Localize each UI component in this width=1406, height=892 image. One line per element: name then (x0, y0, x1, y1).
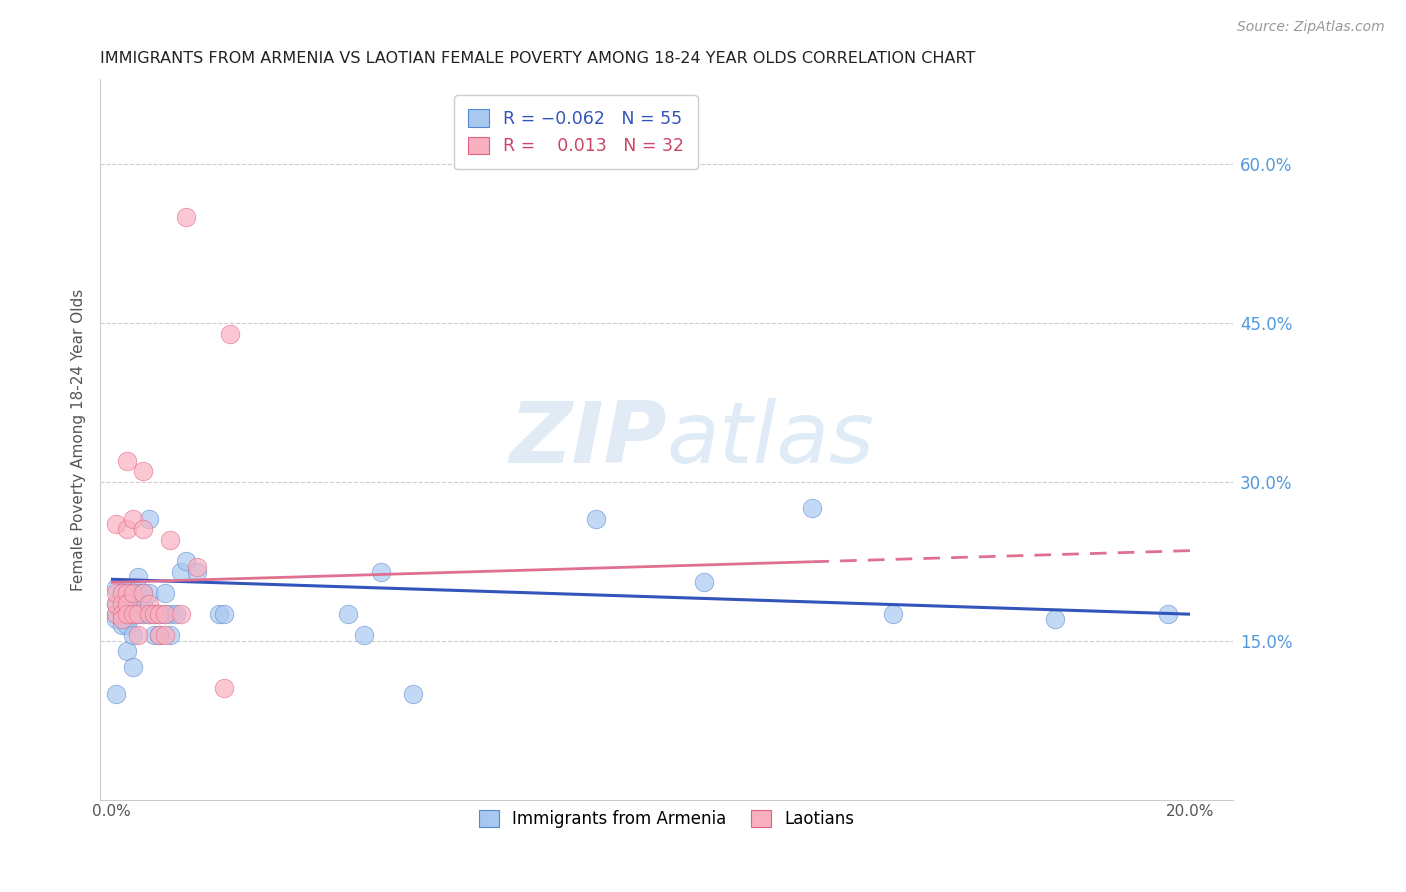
Point (148, 607, 170, 622)
Point (115, 597, 138, 611)
Text: atlas: atlas (666, 398, 875, 481)
Point (165, 607, 187, 622)
Point (353, 628, 375, 642)
Point (138, 586, 160, 600)
Point (127, 597, 149, 611)
Point (1043, 612, 1066, 626)
Point (143, 628, 166, 642)
Point (115, 597, 138, 611)
Point (153, 586, 176, 600)
Point (105, 597, 128, 611)
Point (370, 565, 392, 579)
Point (143, 607, 166, 622)
Point (111, 586, 134, 600)
Point (801, 501, 824, 516)
Point (111, 586, 134, 600)
Point (585, 512, 607, 526)
Text: Source: ZipAtlas.com: Source: ZipAtlas.com (1237, 20, 1385, 34)
Point (132, 464, 155, 478)
Point (127, 607, 149, 622)
Point (402, 687, 425, 701)
Point (138, 607, 160, 622)
Point (115, 581, 138, 595)
Point (132, 607, 155, 622)
Point (115, 607, 138, 622)
Point (115, 644, 138, 658)
Point (127, 570, 149, 584)
Legend: Immigrants from Armenia, Laotians: Immigrants from Armenia, Laotians (472, 803, 862, 834)
Point (127, 607, 149, 622)
Point (148, 607, 170, 622)
Point (153, 607, 176, 622)
Point (208, 607, 231, 622)
Point (121, 607, 143, 622)
Point (148, 628, 170, 642)
Point (121, 628, 143, 642)
Point (159, 533, 181, 547)
Point (148, 628, 170, 642)
Point (218, 326, 240, 341)
Point (170, 607, 193, 622)
Point (111, 607, 134, 622)
Point (170, 565, 193, 579)
Point (121, 607, 143, 622)
Point (105, 607, 128, 622)
Point (111, 607, 134, 622)
Point (138, 597, 160, 611)
Point (115, 523, 138, 537)
Point (121, 660, 143, 674)
Point (1157, 607, 1180, 622)
Point (212, 607, 235, 622)
Point (159, 607, 181, 622)
Point (115, 586, 138, 600)
Point (127, 586, 149, 600)
Point (176, 210, 198, 224)
Point (132, 523, 155, 537)
Point (115, 617, 138, 632)
Point (212, 681, 235, 696)
Point (132, 586, 155, 600)
Point (105, 517, 128, 532)
Point (138, 607, 160, 622)
Point (115, 453, 138, 467)
Point (105, 607, 128, 622)
Point (121, 586, 143, 600)
Point (153, 607, 176, 622)
Point (153, 628, 176, 642)
Y-axis label: Female Poverty Among 18-24 Year Olds: Female Poverty Among 18-24 Year Olds (72, 288, 86, 591)
Point (693, 575, 716, 590)
Point (186, 559, 208, 574)
Point (105, 687, 128, 701)
Point (105, 597, 128, 611)
Text: IMMIGRANTS FROM ARMENIA VS LAOTIAN FEMALE POVERTY AMONG 18-24 YEAR OLDS CORRELAT: IMMIGRANTS FROM ARMENIA VS LAOTIAN FEMAL… (100, 51, 976, 66)
Point (127, 628, 149, 642)
Point (105, 581, 128, 595)
Point (176, 554, 198, 568)
Point (111, 617, 134, 632)
Point (121, 512, 143, 526)
Point (111, 612, 134, 626)
Point (111, 597, 134, 611)
Point (121, 586, 143, 600)
Point (105, 586, 128, 600)
Point (882, 607, 904, 622)
Point (138, 512, 160, 526)
Point (132, 586, 155, 600)
Point (115, 607, 138, 622)
Point (186, 565, 208, 579)
Text: ZIP: ZIP (509, 398, 666, 481)
Point (132, 597, 155, 611)
Point (115, 586, 138, 600)
Point (143, 607, 166, 622)
Point (111, 612, 134, 626)
Point (159, 628, 181, 642)
Point (121, 597, 143, 611)
Point (115, 612, 138, 626)
Point (105, 612, 128, 626)
Point (337, 607, 360, 622)
